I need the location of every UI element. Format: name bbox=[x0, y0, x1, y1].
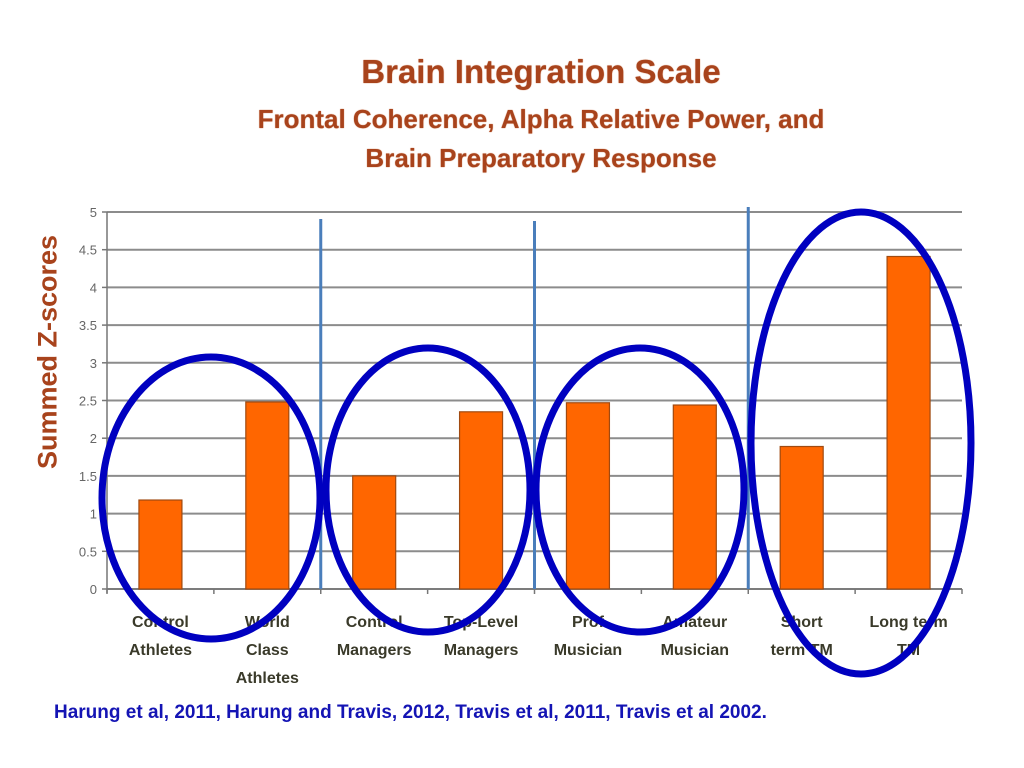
bar bbox=[886, 255, 931, 590]
x-axis-label: Class bbox=[246, 642, 289, 659]
group-highlight-ellipse bbox=[322, 344, 534, 636]
chart-subtitle-line1: Frontal Coherence, Alpha Relative Power,… bbox=[257, 104, 825, 134]
x-axis-label: Musician bbox=[661, 642, 729, 659]
bar bbox=[565, 402, 611, 590]
y-tick-label: 2 bbox=[90, 431, 97, 446]
x-axis-label: Musician bbox=[554, 642, 622, 659]
y-tick-label: 3.5 bbox=[79, 318, 97, 333]
x-axis-label: Athletes bbox=[236, 670, 299, 687]
y-tick-label: 1.5 bbox=[79, 469, 97, 484]
bar bbox=[458, 411, 504, 590]
x-axis-label: Athletes bbox=[129, 642, 192, 659]
y-tick-label: 1 bbox=[90, 507, 97, 522]
y-tick-label: 0 bbox=[90, 582, 97, 597]
y-tick-label: 0.5 bbox=[79, 544, 97, 559]
x-axis-label: Managers bbox=[337, 642, 412, 659]
bars bbox=[138, 255, 931, 590]
bar bbox=[138, 499, 183, 590]
bar bbox=[672, 404, 717, 590]
bar bbox=[245, 401, 290, 590]
x-axis-label: Managers bbox=[444, 642, 519, 659]
chart-title: Brain Integration Scale bbox=[361, 53, 721, 90]
group-highlight-ellipse bbox=[532, 344, 748, 636]
y-tick-label: 3 bbox=[90, 356, 97, 371]
group-highlight-ellipse bbox=[98, 353, 324, 643]
bar bbox=[779, 445, 824, 590]
citation: Harung et al, 2011, Harung and Travis, 2… bbox=[54, 702, 767, 723]
y-axis-ticks: 0 0.5 1 1.5 2 2.5 3 3.5 4 4.5 5 bbox=[79, 205, 107, 597]
y-tick-label: 4 bbox=[90, 280, 97, 295]
y-tick-label: 4.5 bbox=[79, 243, 97, 258]
group-highlight-ellipse bbox=[747, 208, 975, 678]
bar bbox=[352, 475, 397, 590]
y-tick-label: 2.5 bbox=[79, 394, 97, 409]
y-tick-label: 5 bbox=[90, 205, 97, 220]
group-ellipses bbox=[98, 208, 975, 678]
chart-subtitle-line2: Brain Preparatory Response bbox=[365, 143, 717, 173]
